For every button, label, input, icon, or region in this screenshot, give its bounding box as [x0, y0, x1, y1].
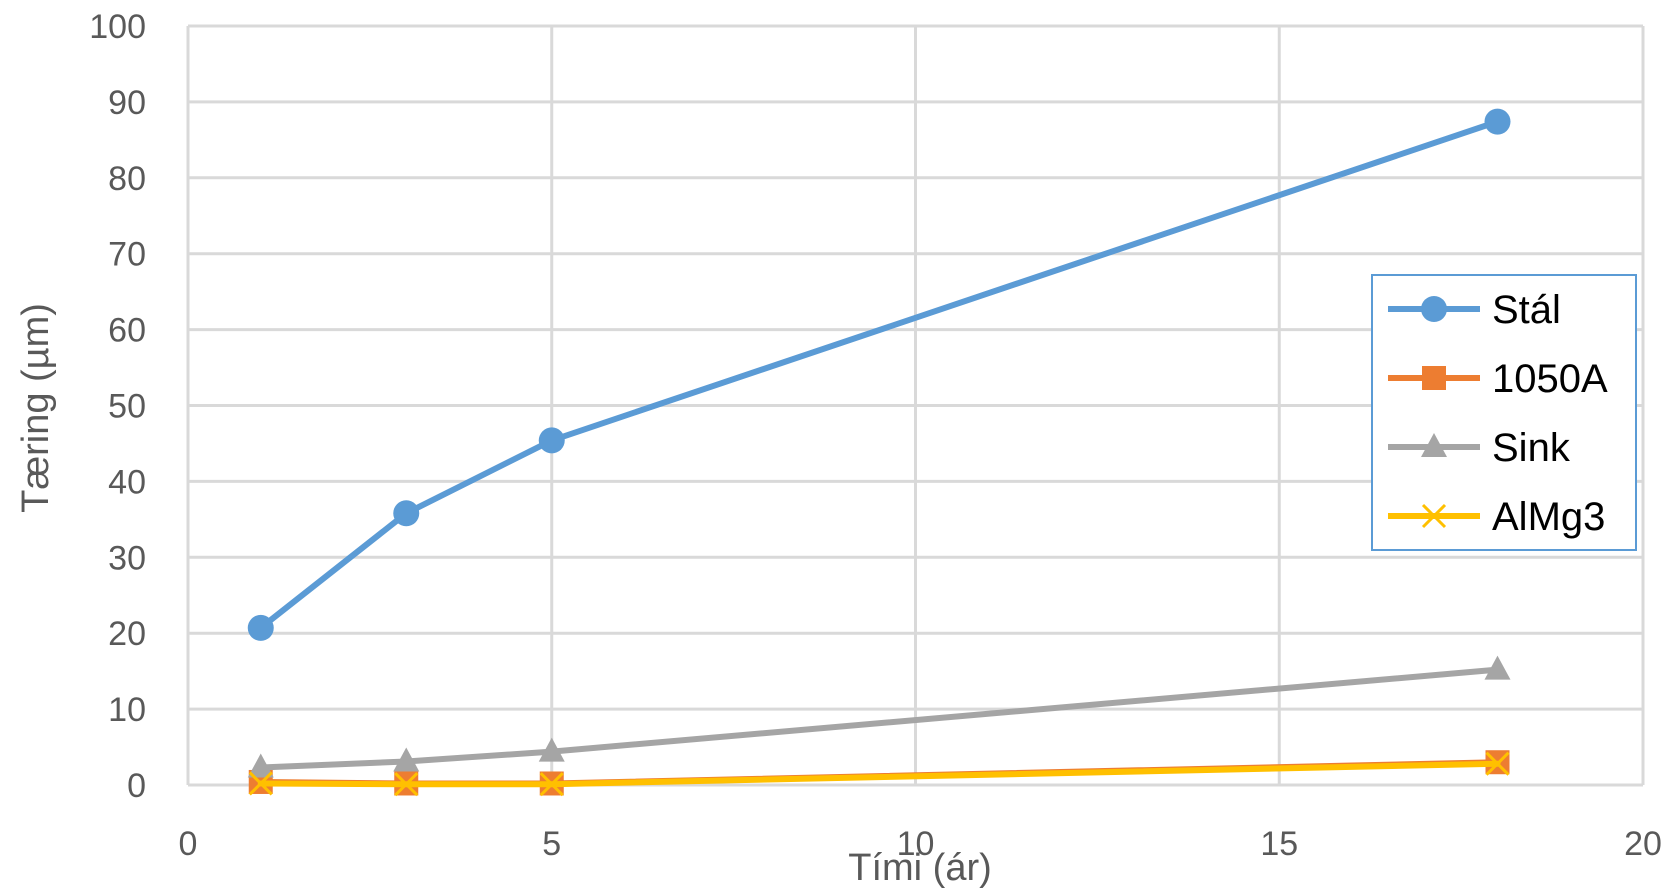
data-point-stl	[538, 427, 565, 454]
gridlines	[186, 24, 1645, 787]
y-tick-label: 80	[108, 160, 146, 198]
series-layer	[247, 108, 1511, 797]
legend-marker	[1421, 503, 1447, 529]
legend-item-1050a: 1050A	[1388, 357, 1608, 401]
x-axis-title: Tími (ár)	[848, 847, 992, 889]
series-sink	[247, 655, 1511, 778]
data-point-almg3	[394, 772, 419, 797]
data-point-almg3	[539, 772, 564, 797]
series-line-almg3	[257, 760, 1501, 788]
data-point-sink	[247, 753, 274, 778]
x-tick-label: 10	[897, 825, 935, 863]
data-point-stl	[247, 614, 274, 641]
legend-marker-stroke	[1421, 503, 1447, 529]
legend-marker	[1421, 433, 1447, 457]
data-point-almg3	[248, 771, 273, 796]
data-point-stl	[1484, 108, 1511, 135]
x-axis-ticks: 0 5 10 15 20	[179, 825, 1662, 863]
legend: Stál 1050A Sink AlMg3	[1371, 274, 1637, 551]
legend-label: Stál	[1492, 288, 1561, 332]
y-tick-label: 40	[108, 463, 146, 501]
legend-item-stl: Stál	[1388, 288, 1561, 332]
y-tick-label: 0	[127, 767, 146, 805]
series-almg3	[248, 751, 1510, 797]
legend-box	[1371, 274, 1637, 551]
y-tick-label: 50	[108, 388, 146, 426]
legend-item-almg3: AlMg3	[1388, 495, 1605, 539]
x-tick-label: 5	[542, 825, 561, 863]
legend-item-sink: Sink	[1388, 426, 1571, 470]
data-point-almg3-stroke	[539, 772, 564, 797]
legend-label: Sink	[1492, 426, 1571, 470]
x-tick-label: 0	[179, 825, 198, 863]
data-point-sink	[1484, 655, 1511, 680]
y-tick-label: 90	[108, 84, 146, 122]
x-tick-label: 15	[1260, 825, 1298, 863]
legend-marker	[1422, 366, 1446, 390]
y-axis-title: Tæring (µm)	[15, 303, 57, 513]
y-tick-label: 100	[89, 8, 146, 46]
x-tick-label: 20	[1624, 825, 1662, 863]
y-axis-ticks: 0 10 20 30 40 50 60 70 80 90 100	[89, 8, 146, 805]
y-tick-label: 30	[108, 539, 146, 577]
data-point-almg3-stroke	[248, 771, 273, 796]
legend-label: AlMg3	[1492, 495, 1605, 539]
y-tick-label: 10	[108, 691, 146, 729]
data-point-sink	[538, 737, 565, 762]
y-tick-label: 20	[108, 615, 146, 653]
series-line-stl	[257, 118, 1501, 631]
series-stl	[247, 108, 1511, 641]
data-point-almg3	[1485, 751, 1510, 776]
data-point-stl	[393, 500, 420, 527]
data-point-almg3-stroke	[1485, 751, 1510, 776]
data-point-almg3-stroke	[394, 772, 419, 797]
legend-marker	[1421, 296, 1447, 322]
data-point-sink	[393, 747, 420, 772]
series-line-sink	[257, 666, 1501, 771]
y-tick-label: 60	[108, 312, 146, 350]
y-tick-label: 70	[108, 236, 146, 274]
legend-label: 1050A	[1492, 357, 1608, 401]
